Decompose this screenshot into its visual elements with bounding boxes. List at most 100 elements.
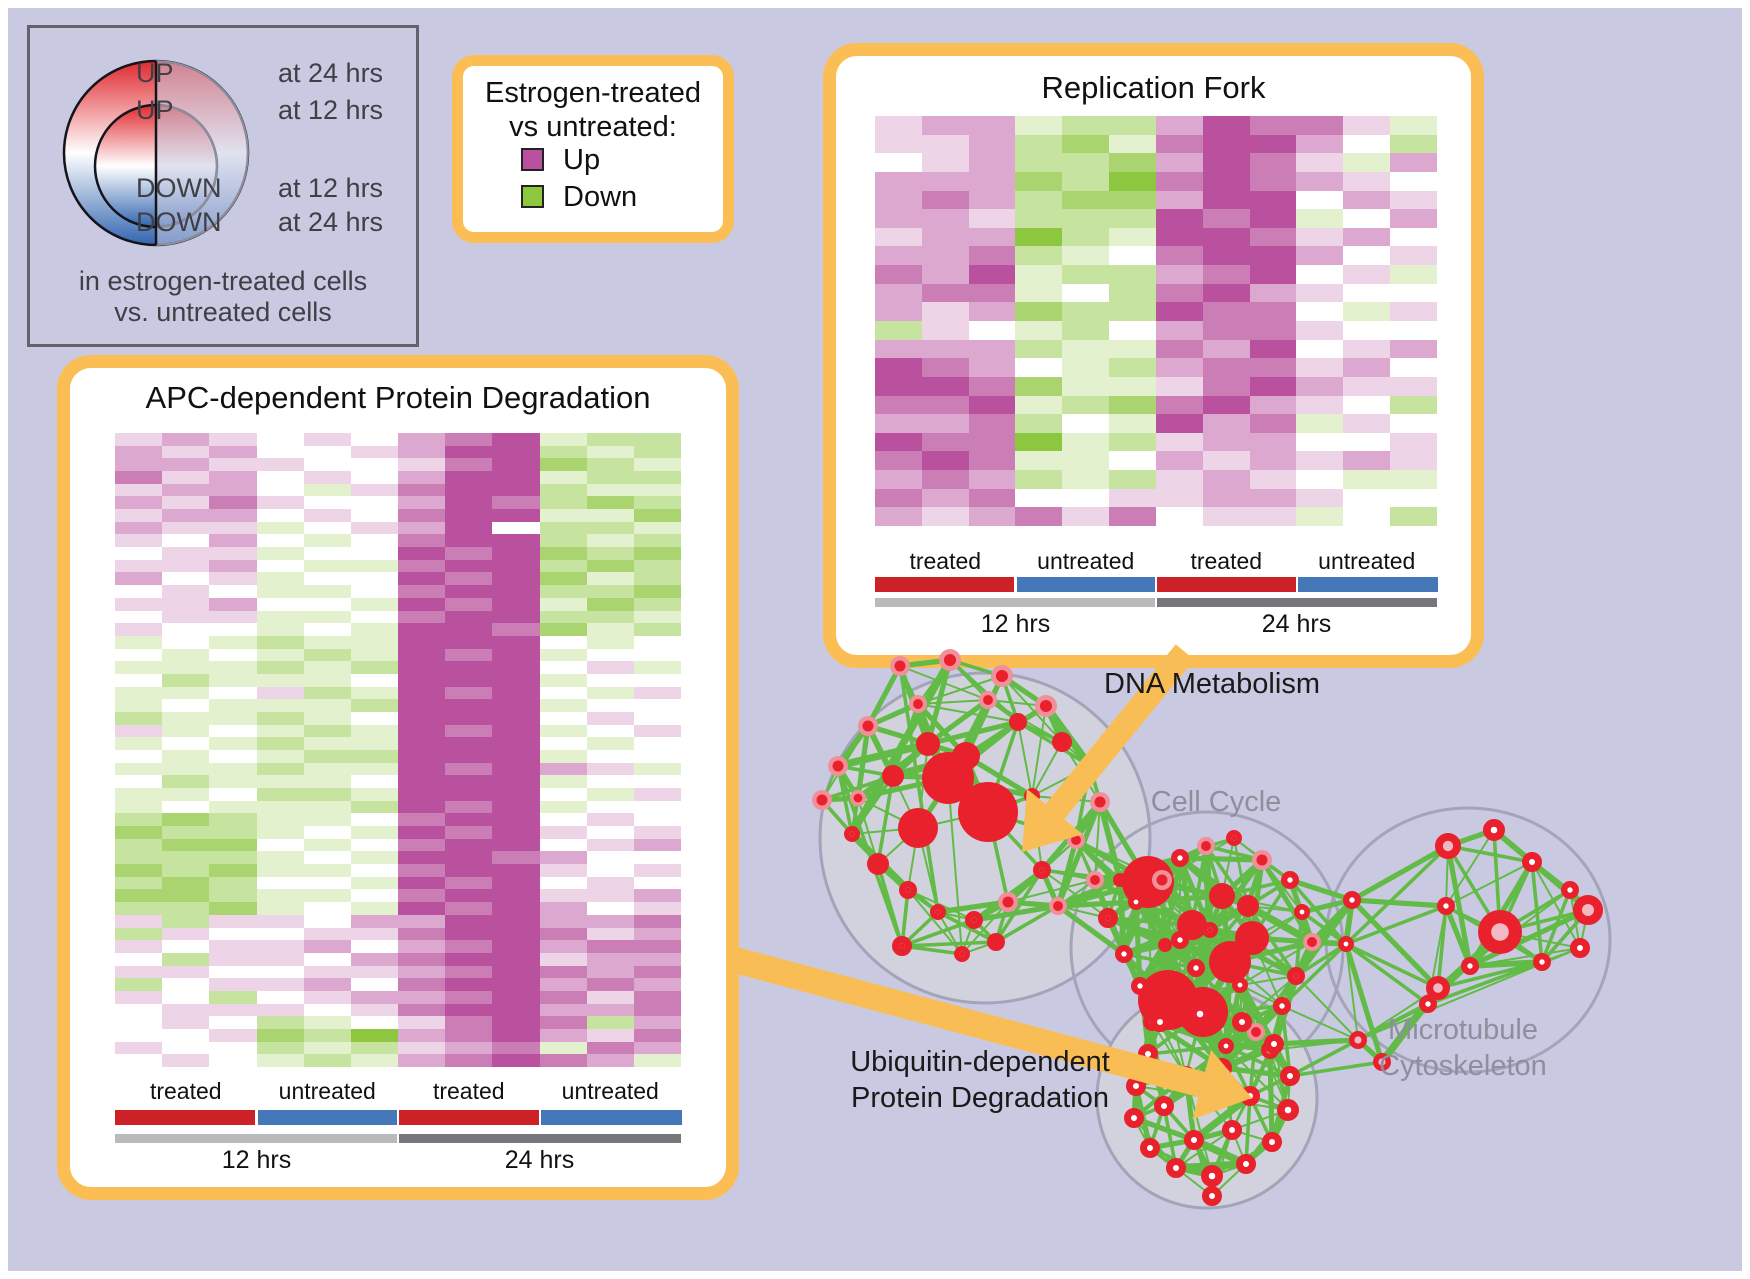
heatmap-cell <box>1062 153 1110 172</box>
heatmap-cell <box>1390 302 1437 321</box>
heatmap-cell <box>350 876 398 890</box>
heatmap-cell <box>398 889 446 903</box>
heatmap-cell <box>921 246 969 266</box>
heatmap-cell <box>492 927 540 941</box>
heatmap-cell <box>1296 470 1344 489</box>
heatmap-cell <box>1343 321 1391 340</box>
heatmap-cell <box>1155 134 1203 154</box>
heatmap-cell <box>1343 432 1391 452</box>
heatmap-cell <box>115 724 163 738</box>
heatmap-cell <box>1249 321 1297 340</box>
heatmap-cell <box>1155 470 1203 489</box>
heatmap-cell <box>1062 190 1110 210</box>
heatmap-cell <box>209 572 257 586</box>
heatmap-cell <box>1249 116 1297 135</box>
heatmap-cell <box>162 585 210 598</box>
heatmap-cell <box>539 483 587 497</box>
heatmap-cell <box>256 699 304 712</box>
heatmap-cell <box>1109 451 1156 471</box>
heatmap-cell <box>1202 134 1250 154</box>
heatmap-cell <box>1249 283 1297 303</box>
heatmap-cell <box>209 686 257 700</box>
heatmap-cell <box>1249 209 1297 228</box>
heatmap-cell <box>633 711 681 725</box>
heatmap-cell <box>350 914 398 928</box>
heatmap-cell <box>1109 414 1156 433</box>
heatmap-cell <box>1202 414 1250 433</box>
heatmap-cell <box>398 762 446 776</box>
heatmap-cell <box>586 864 634 877</box>
heatmap-cell <box>303 927 351 941</box>
apc-degradation-panel: APC-dependent Protein Degradation treate… <box>57 355 739 1200</box>
heatmap-cell <box>398 914 446 928</box>
heatmap-cell <box>921 395 969 415</box>
heatmap-cell <box>633 597 681 611</box>
heatmap-cell <box>539 635 587 649</box>
heatmap-cell <box>539 788 587 801</box>
heatmap-cell <box>350 483 398 497</box>
heatmap-cell <box>492 648 540 662</box>
heatmap-cell <box>256 737 304 750</box>
heatmap-cell <box>1015 153 1063 172</box>
heatmap-cell <box>162 965 210 979</box>
updown-direction-label: UP <box>136 58 174 88</box>
heatmap-cell <box>968 265 1016 284</box>
heatmap-cell <box>303 965 351 979</box>
heatmap-cell <box>633 864 681 877</box>
heatmap-cell <box>256 559 304 573</box>
heatmap-cell <box>445 788 493 801</box>
heatmap-cell <box>398 496 446 510</box>
heatmap-cell <box>586 699 634 712</box>
heatmap-cell <box>875 358 922 377</box>
heatmap-cell <box>303 433 351 446</box>
heatmap-cell <box>1109 507 1156 526</box>
heatmap-cell <box>875 339 922 359</box>
heatmap-cell <box>539 547 587 560</box>
heatmap-cell <box>162 686 210 700</box>
heatmap-cell <box>350 471 398 484</box>
heatmap-cell <box>115 1028 163 1042</box>
heatmap-cell <box>921 470 969 489</box>
heatmap-cell <box>1249 376 1297 396</box>
group-label-untreated: untreated <box>561 1078 659 1104</box>
heatmap-cell <box>633 1003 681 1017</box>
heatmap-cell <box>539 876 587 890</box>
heatmap-cell <box>115 990 163 1004</box>
heatmap-cell <box>350 433 398 446</box>
heatmap-cell <box>492 788 540 801</box>
heatmap-cell <box>398 1041 446 1055</box>
heatmap-cell <box>1109 283 1156 303</box>
heatmap-cell <box>1202 153 1250 172</box>
cluster-label-line: Ubiquitin-dependent <box>850 1046 1110 1078</box>
heatmap-cell <box>1109 302 1156 321</box>
heatmap-cell <box>115 597 163 611</box>
heatmap-cell <box>162 826 210 839</box>
heatmap-cell <box>162 775 210 789</box>
heatmap-cell <box>1062 116 1110 135</box>
heatmap-cell <box>1109 227 1156 247</box>
heatmap-cell <box>162 1054 210 1067</box>
heatmap-cell <box>1015 190 1063 210</box>
untreated-bar <box>1297 577 1438 592</box>
heatmap-cell <box>445 559 493 573</box>
updown-legend-footer-2: vs. untreated cells <box>114 297 332 327</box>
heatmap-cell <box>921 432 969 452</box>
heatmap-grid <box>875 116 1437 526</box>
heatmap-cell <box>256 1003 304 1017</box>
heatmap-cell <box>162 445 210 459</box>
heatmap-cell <box>162 788 210 801</box>
heatmap-cell <box>492 1016 540 1029</box>
cluster-label-line: Protein Degradation <box>851 1082 1109 1114</box>
heatmap-cell <box>256 876 304 890</box>
heatmap-cell <box>1109 395 1156 415</box>
heatmap-cell <box>1249 339 1297 359</box>
heatmap-cell <box>968 339 1016 359</box>
heatmap-cell <box>303 483 351 497</box>
heatmap-cell <box>539 433 587 446</box>
heatmap-cell <box>1296 153 1344 172</box>
heatmap-cell <box>350 813 398 827</box>
heatmap-cell <box>539 711 587 725</box>
heatmap-cell <box>162 927 210 941</box>
heatmap-cell <box>492 686 540 700</box>
heatmap-cell <box>445 597 493 611</box>
